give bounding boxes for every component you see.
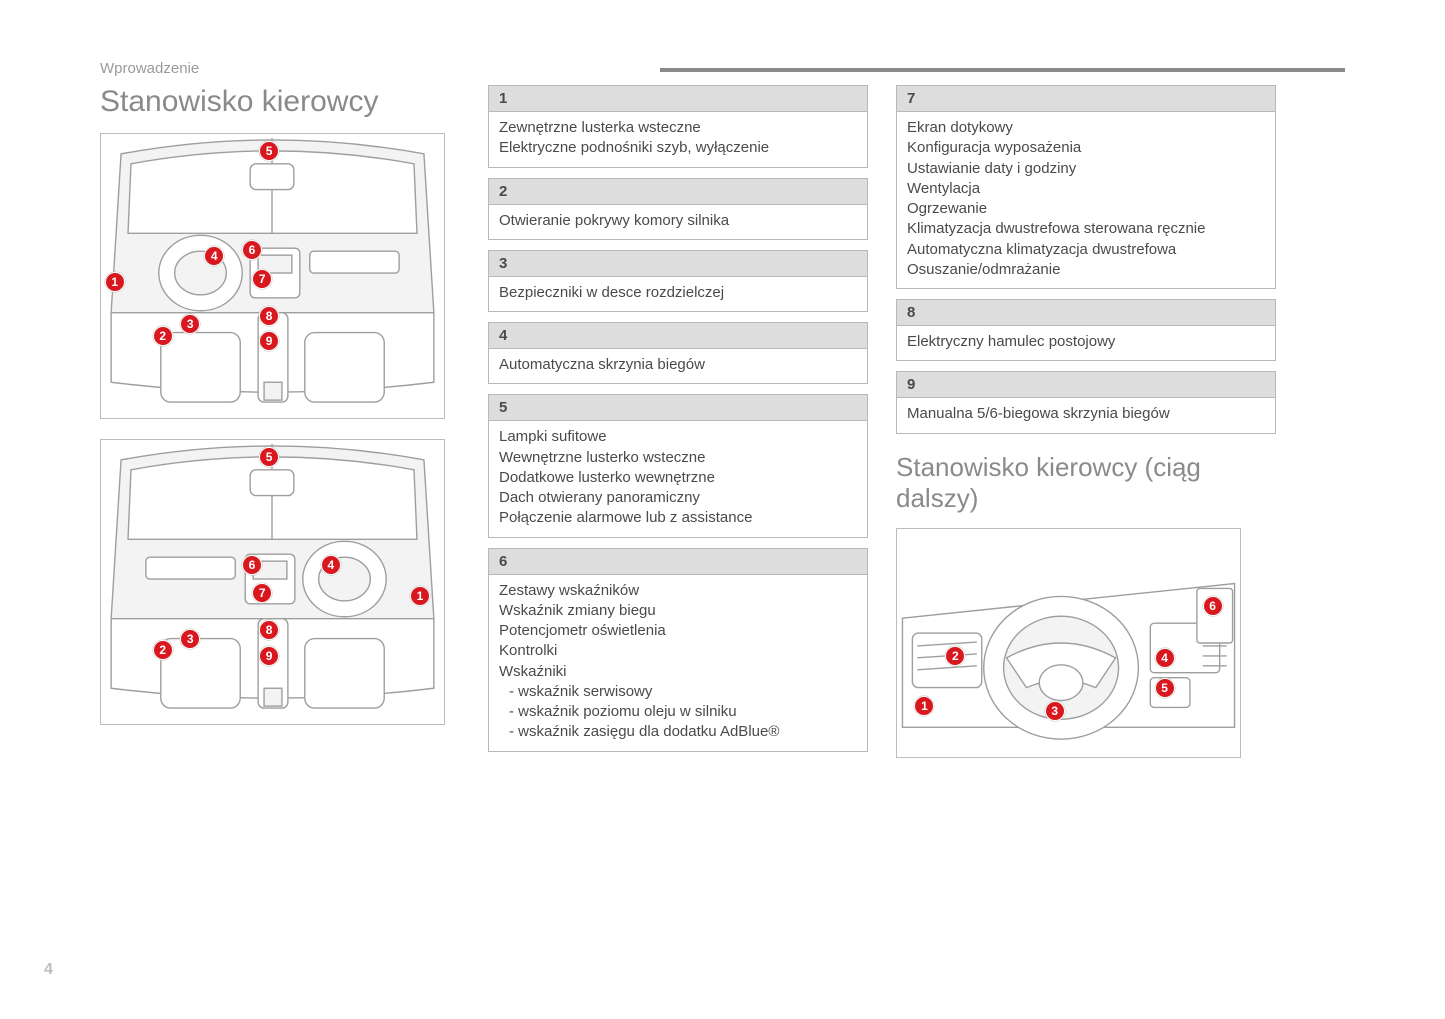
info-subline: wskaźnik serwisowy (499, 682, 857, 702)
info-line: Klimatyzacja dwustrefowa sterowana ręczn… (907, 219, 1265, 239)
callout-3: 3 (180, 629, 200, 649)
info-box-head: 5 (489, 395, 867, 421)
callout-8: 8 (259, 306, 279, 326)
info-line: Zestawy wskaźników (499, 581, 857, 601)
callout-5: 5 (259, 141, 279, 161)
column-right: 7Ekran dotykowyKonfiguracja wyposażeniaU… (896, 85, 1276, 778)
info-box-head: 4 (489, 323, 867, 349)
subtitle: Stanowisko kierowcy (ciąg dalszy) (896, 452, 1276, 514)
info-box-head: 9 (897, 372, 1275, 398)
info-line: Automatyczna klimatyzacja dwustrefowa (907, 240, 1265, 260)
callout-2: 2 (153, 326, 173, 346)
page-title: Stanowisko kierowcy (100, 85, 460, 119)
info-line: Elektryczny hamulec postojowy (907, 332, 1265, 352)
info-line: Dodatkowe lusterko wewnętrzne (499, 468, 857, 488)
diagram-steering: 123456 (896, 528, 1241, 758)
info-box-body: Zewnętrzne lusterka wsteczneElektryczne … (489, 112, 867, 167)
info-line: Wskaźnik zmiany biegu (499, 601, 857, 621)
info-line: Automatyczna skrzynia biegów (499, 355, 857, 375)
callout-6: 6 (242, 555, 262, 575)
info-box-5: 5Lampki sufitoweWewnętrzne lusterko wste… (488, 394, 868, 537)
info-line: Elektryczne podnośniki szyb, wyłączenie (499, 138, 857, 158)
info-box-head: 8 (897, 300, 1275, 326)
info-box-body: Zestawy wskaźnikówWskaźnik zmiany bieguP… (489, 575, 867, 751)
info-line: Potencjometr oświetlenia (499, 621, 857, 641)
info-box-4: 4 Automatyczna skrzynia biegów (488, 322, 868, 384)
info-box-6: 6Zestawy wskaźnikówWskaźnik zmiany biegu… (488, 548, 868, 752)
info-box-head: 1 (489, 86, 867, 112)
page: Wprowadzenie Stanowisko kierowcy (0, 0, 1445, 818)
info-box-head: 6 (489, 549, 867, 575)
info-line: Kontrolki (499, 641, 857, 661)
info-subline: wskaźnik zasięgu dla dodatku AdBlue® (499, 722, 857, 742)
header-rule (660, 68, 1345, 72)
info-line: Lampki sufitowe (499, 427, 857, 447)
info-line: Manualna 5/6-biegowa skrzynia biegów (907, 404, 1265, 424)
info-box-body: Otwieranie pokrywy komory silnika (489, 205, 867, 239)
info-box-body: Lampki sufitoweWewnętrzne lusterko wstec… (489, 421, 867, 536)
info-line: Wewnętrzne lusterko wsteczne (499, 448, 857, 468)
info-box-body: Elektryczny hamulec postojowy (897, 326, 1275, 360)
callout-5: 5 (1155, 678, 1175, 698)
info-line: Ustawianie daty i godziny (907, 159, 1265, 179)
info-line: Bezpieczniki w desce rozdzielczej (499, 283, 857, 303)
interior-sketch-icon (101, 134, 444, 418)
info-line: Dach otwierany panoramiczny (499, 488, 857, 508)
info-line: Zewnętrzne lusterka wsteczne (499, 118, 857, 138)
steering-sketch-icon (897, 529, 1240, 757)
info-box-9: 9 Manualna 5/6-biegowa skrzynia biegów (896, 371, 1276, 433)
info-box-body: Manualna 5/6-biegowa skrzynia biegów (897, 398, 1275, 432)
page-number: 4 (44, 961, 53, 979)
callout-4: 4 (321, 555, 341, 575)
callout-5: 5 (259, 447, 279, 467)
info-box-2: 2 Otwieranie pokrywy komory silnika (488, 178, 868, 240)
info-box-head: 2 (489, 179, 867, 205)
info-box-body: Ekran dotykowyKonfiguracja wyposażeniaUs… (897, 112, 1275, 288)
info-line: Połączenie alarmowe lub z assistance (499, 508, 857, 528)
callout-9: 9 (259, 646, 279, 666)
info-box-body: Bezpieczniki w desce rozdzielczej (489, 277, 867, 311)
info-line: Ogrzewanie (907, 199, 1265, 219)
info-box-7: 7Ekran dotykowyKonfiguracja wyposażeniaU… (896, 85, 1276, 289)
callout-7: 7 (252, 269, 272, 289)
interior-sketch-icon (101, 440, 444, 724)
diagram-interior-rhd: 123456789 (100, 439, 445, 725)
info-box-body: Automatyczna skrzynia biegów (489, 349, 867, 383)
info-line: Otwieranie pokrywy komory silnika (499, 211, 857, 231)
info-line: Osuszanie/odmrażanie (907, 260, 1265, 280)
info-subline: wskaźnik poziomu oleju w silniku (499, 702, 857, 722)
callout-1: 1 (105, 272, 125, 292)
info-box-head: 7 (897, 86, 1275, 112)
callout-4: 4 (1155, 648, 1175, 668)
diagram-interior-lhd: 123456789 (100, 133, 445, 419)
column-middle: 1Zewnętrzne lusterka wsteczneElektryczne… (488, 85, 868, 778)
info-line: Wskaźniki (499, 662, 857, 682)
callout-2: 2 (153, 640, 173, 660)
info-box-3: 3 Bezpieczniki w desce rozdzielczej (488, 250, 868, 312)
info-line: Konfiguracja wyposażenia (907, 138, 1265, 158)
info-line: Wentylacja (907, 179, 1265, 199)
callout-6: 6 (1203, 596, 1223, 616)
columns: Stanowisko kierowcy (100, 85, 1345, 778)
info-box-head: 3 (489, 251, 867, 277)
info-box-8: 8 Elektryczny hamulec postojowy (896, 299, 1276, 361)
info-box-1: 1Zewnętrzne lusterka wsteczneElektryczne… (488, 85, 868, 168)
info-line: Ekran dotykowy (907, 118, 1265, 138)
callout-3: 3 (1045, 701, 1065, 721)
column-left: Stanowisko kierowcy (100, 85, 460, 778)
